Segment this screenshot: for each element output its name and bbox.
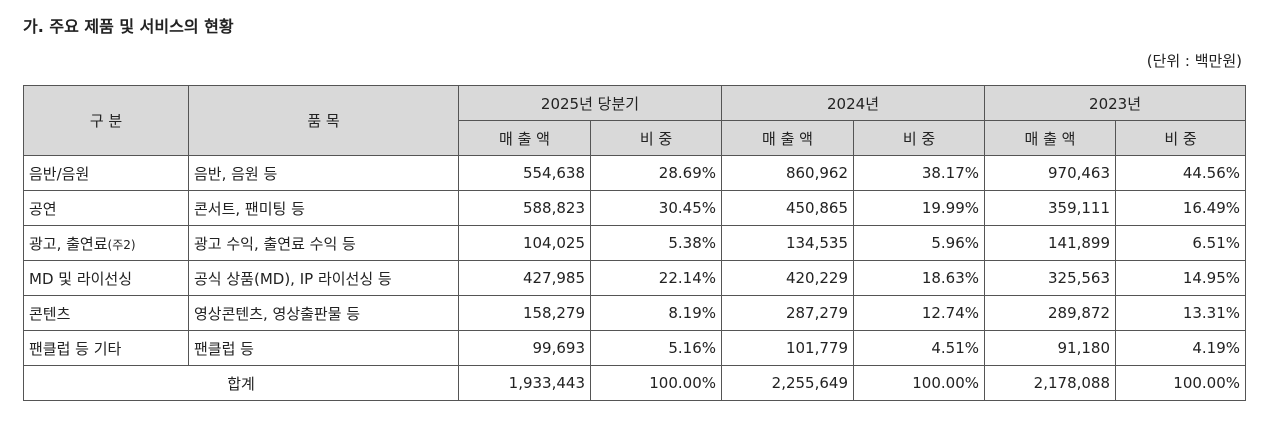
header-cell: 품 목 (188, 85, 459, 156)
item-cell: 광고 수익, 출연료 수익 등 (188, 225, 459, 261)
value-cell: 22.14% (590, 260, 722, 296)
value-cell: 588,823 (458, 190, 591, 226)
value-cell: 427,985 (458, 260, 591, 296)
data-row: 공연 콘서트, 팬미팅 등 588,823 30.45% 450,865 19.99% 35… (23, 190, 1247, 226)
value-cell: 2,255,649 (721, 365, 854, 401)
category-cell: 광고, 출연료(주2) (23, 225, 189, 261)
total-row: 합계 1,933,443 100.00% 2,255,649 100.00% 2,178,… (23, 365, 1247, 401)
value-cell: 4.51% (852, 330, 986, 366)
category-text: MD 및 라이선싱 (29, 269, 133, 288)
table-body: 음반/음원 음반, 음원 등 554,638 28.69% 860,962 38.17% 9… (23, 155, 1247, 401)
period-header: 2025년 당분기 (458, 85, 722, 121)
value-cell: 104,025 (458, 225, 591, 261)
item-cell: 공식 상품(MD), IP 라이선싱 등 (188, 260, 459, 296)
category-cell: 콘텐츠 (23, 295, 189, 331)
period-header: 2024년 (720, 85, 986, 121)
value-cell: 4.19% (1115, 330, 1247, 366)
value-cell: 100.00% (590, 365, 722, 401)
data-row: 광고, 출연료(주2) 광고 수익, 출연료 수익 등 104,025 5.38% 13… (23, 225, 1247, 261)
value-cell: 91,180 (984, 330, 1117, 366)
category-text: 광고, 출연료 (29, 234, 108, 253)
period-header: 2023년 (984, 85, 1247, 121)
data-row: MD 및 라이선싱 공식 상품(MD), IP 라이선싱 등 427,985 22.1… (23, 260, 1247, 296)
value-cell: 18.63% (852, 260, 986, 296)
value-cell: 12.74% (852, 295, 986, 331)
category-cell: 공연 (23, 190, 189, 226)
value-cell: 6.51% (1115, 225, 1247, 261)
category-cell: MD 및 라이선싱 (23, 260, 189, 296)
category-text: 콘텐츠 (29, 304, 71, 323)
category-text: 공연 (29, 199, 57, 218)
header-cell: 비 중 (852, 120, 986, 156)
header-cell: 매 출 액 (984, 120, 1117, 156)
item-cell: 팬클럽 등 (188, 330, 459, 366)
category-text: 팬클럽 등 기타 (29, 339, 122, 358)
category-cell: 팬클럽 등 기타 (23, 330, 189, 366)
value-cell: 100.00% (1115, 365, 1247, 401)
value-cell: 44.56% (1115, 155, 1247, 191)
value-cell: 554,638 (458, 155, 591, 191)
section-title: 가. 주요 제품 및 서비스의 현황 (23, 17, 234, 36)
value-cell: 5.16% (590, 330, 722, 366)
value-cell: 8.19% (590, 295, 722, 331)
value-cell: 16.49% (1115, 190, 1247, 226)
value-cell: 970,463 (984, 155, 1117, 191)
unit-note: (단위 : 백만원) (1146, 52, 1242, 70)
value-cell: 19.99% (852, 190, 986, 226)
data-row: 콘텐츠 영상콘텐츠, 영상출판물 등 158,279 8.19% 287,279 12.7… (23, 295, 1247, 331)
value-cell: 860,962 (721, 155, 854, 191)
value-cell: 450,865 (721, 190, 854, 226)
value-cell: 5.38% (590, 225, 722, 261)
value-cell: 158,279 (458, 295, 591, 331)
value-cell: 1,933,443 (458, 365, 591, 401)
value-cell: 100.00% (852, 365, 986, 401)
header-cell: 매 출 액 (721, 120, 854, 156)
data-row: 팬클럽 등 기타 팬클럽 등 99,693 5.16% 101,779 4.51% 91,1… (23, 330, 1247, 366)
value-cell: 5.96% (852, 225, 986, 261)
value-cell: 14.95% (1115, 260, 1247, 296)
value-cell: 287,279 (721, 295, 854, 331)
header-cell: 매 출 액 (458, 120, 591, 156)
value-cell: 2,178,088 (984, 365, 1117, 401)
value-cell: 420,229 (721, 260, 854, 296)
header-cell: 비 중 (590, 120, 722, 156)
value-cell: 141,899 (984, 225, 1117, 261)
category-cell: 음반/음원 (23, 155, 189, 191)
value-cell: 134,535 (721, 225, 854, 261)
total-label: 합계 (23, 365, 459, 401)
value-cell: 99,693 (458, 330, 591, 366)
header-cell: 구 분 (23, 85, 189, 156)
value-cell: 38.17% (852, 155, 986, 191)
item-cell: 콘서트, 팬미팅 등 (188, 190, 459, 226)
item-cell: 영상콘텐츠, 영상출판물 등 (188, 295, 459, 331)
header-cell: 비 중 (1115, 120, 1247, 156)
category-text: 음반/음원 (29, 164, 90, 183)
value-cell: 325,563 (984, 260, 1117, 296)
value-cell: 28.69% (590, 155, 722, 191)
value-cell: 359,111 (984, 190, 1117, 226)
value-cell: 101,779 (721, 330, 854, 366)
item-cell: 음반, 음원 등 (188, 155, 459, 191)
value-cell: 13.31% (1115, 295, 1247, 331)
data-row: 음반/음원 음반, 음원 등 554,638 28.69% 860,962 38.17% 9… (23, 155, 1247, 191)
footnote-ref: (주2) (107, 237, 136, 252)
value-cell: 289,872 (984, 295, 1117, 331)
value-cell: 30.45% (590, 190, 722, 226)
